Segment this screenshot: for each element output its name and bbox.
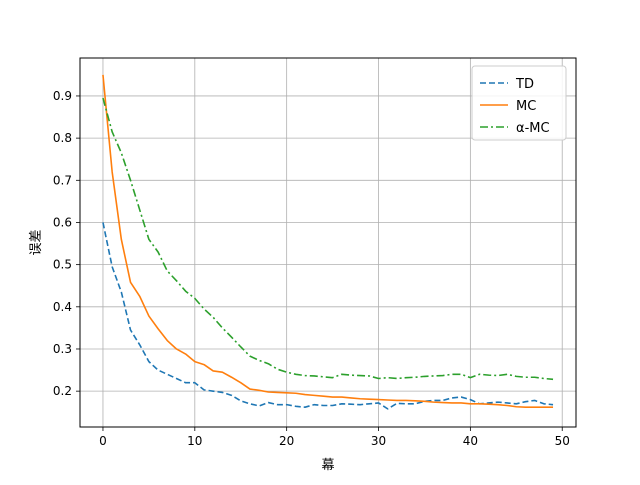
legend-box xyxy=(471,65,567,141)
x-tick-label: 40 xyxy=(463,434,478,448)
y-tick-label: 0.7 xyxy=(53,173,72,187)
grid-lines xyxy=(80,58,576,427)
series-line-1 xyxy=(102,74,554,408)
x-tick-label: 10 xyxy=(187,434,202,448)
legend-label: α-MC xyxy=(516,121,550,136)
x-tick-label: 50 xyxy=(555,434,570,448)
legend-label: MC xyxy=(516,99,536,114)
y-tick-label: 0.6 xyxy=(53,215,72,229)
y-tick-label: 0.4 xyxy=(53,300,72,314)
series-layer xyxy=(102,74,554,410)
x-tick-label: 30 xyxy=(371,434,386,448)
y-tick-label: 0.3 xyxy=(53,342,72,356)
axis-ticks: 0 10 20 30 40 50 0.2 0.3 0.4 0.5 0.6 0.7 0.8 0.9 xyxy=(53,89,570,448)
legend: TD MC α-MC xyxy=(471,65,567,141)
x-tick-label: 0 xyxy=(99,434,107,448)
y-axis-label: 误差 xyxy=(29,229,44,255)
x-axis-label: 幕 xyxy=(321,458,334,473)
y-tick-label: 0.8 xyxy=(53,131,72,145)
series-line-2 xyxy=(102,97,554,381)
y-tick-label: 0.9 xyxy=(53,89,72,103)
y-tick-label: 0.5 xyxy=(53,258,72,272)
legend-label: TD xyxy=(515,77,534,92)
y-tick-label: 0.2 xyxy=(53,384,72,398)
axes-frame xyxy=(79,57,577,428)
x-tick-label: 20 xyxy=(279,434,294,448)
